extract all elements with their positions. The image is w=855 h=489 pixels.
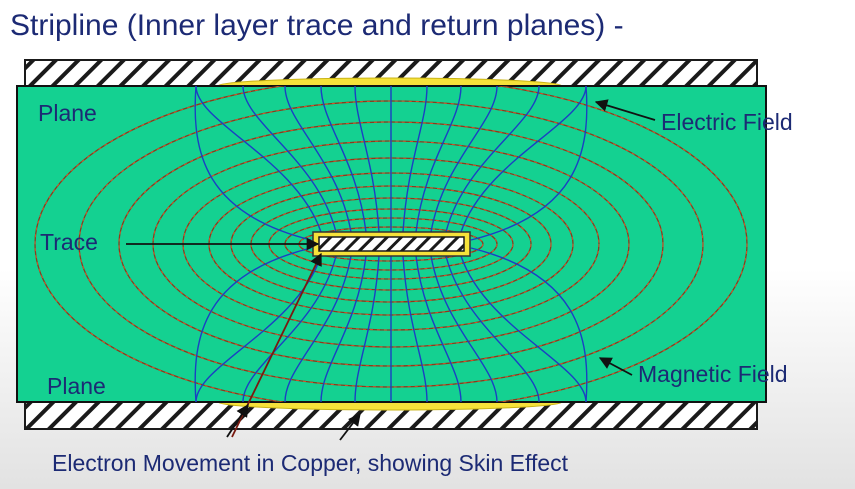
skin-effect-caption: Electron Movement in Copper, showing Ski…	[52, 450, 569, 476]
electric-field-line	[354, 255, 380, 402]
electric-field-line	[320, 86, 367, 233]
bottom-plane-skin-effect-pointer-arrow-2	[339, 413, 361, 441]
magnetic-field-label: Magnetic Field	[638, 361, 788, 387]
electric-field-line	[402, 255, 428, 402]
electric-field-line	[430, 255, 498, 402]
electric-field-line	[460, 255, 587, 402]
electric-fringe-field-line	[194, 247, 312, 402]
electric-field-line	[415, 255, 462, 402]
electric-fringe-field-line	[470, 86, 588, 241]
plane-top-label: Plane	[38, 100, 97, 126]
electric-field-line	[415, 86, 462, 233]
magnetic-field-pointer-arrow	[598, 357, 633, 376]
electric-field-line	[445, 255, 540, 402]
electric-field-pointer-arrow	[594, 99, 656, 121]
bottom-plane-skin-effect-pointer-arrow	[226, 403, 249, 438]
electric-field-line	[460, 86, 587, 233]
magnetic-field-loop-highlight	[34, 86, 748, 402]
electric-field-line	[242, 86, 337, 233]
electric-field-line	[284, 86, 352, 233]
electric-field-label: Electric Field	[661, 109, 793, 135]
electric-fringe-field-line	[470, 247, 588, 402]
electric-field-line	[195, 86, 322, 233]
page-title: Stripline (Inner layer trace and return …	[10, 9, 624, 42]
electric-field-line	[284, 255, 352, 402]
trace-label: Trace	[40, 229, 98, 255]
electric-fringe-field-line	[194, 86, 312, 241]
electric-field-line	[354, 86, 380, 233]
electric-field-line	[320, 255, 367, 402]
electric-field-line	[445, 86, 540, 233]
electric-field-line	[242, 255, 337, 402]
electric-field-line	[402, 86, 428, 233]
electric-field-line	[430, 86, 498, 233]
signal-trace	[318, 236, 465, 252]
electric-field-lines	[194, 86, 588, 402]
magnetic-field-loop-highlight	[268, 208, 514, 280]
plane-bottom-label: Plane	[47, 373, 106, 399]
